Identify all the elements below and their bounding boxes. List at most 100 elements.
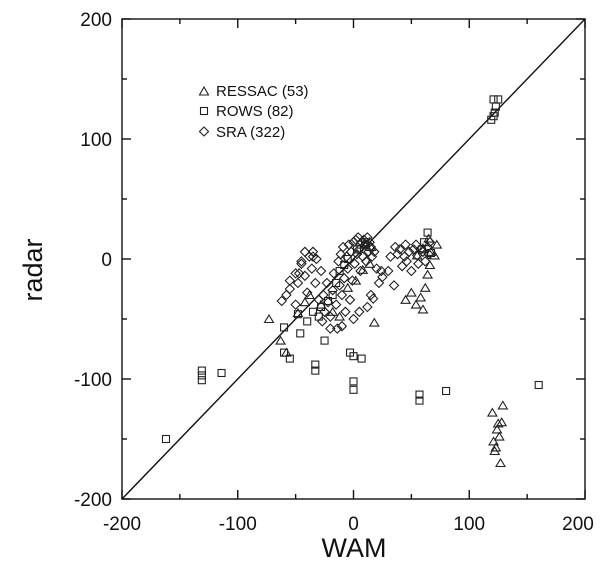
y-axis-title: radar	[18, 238, 48, 301]
data-point-triangle	[422, 269, 434, 279]
data-point-square	[494, 95, 503, 104]
y-tick-label-2: 0	[101, 250, 112, 271]
data-point-square	[217, 368, 226, 378]
x-tick-label-0: -200	[103, 514, 141, 535]
data-point-diamond	[350, 234, 362, 246]
data-point-diamond	[334, 280, 345, 291]
data-point-triangle	[364, 258, 376, 268]
data-point-triangle	[411, 250, 423, 260]
data-point-square	[161, 434, 171, 444]
y-tick-label-3: 100	[80, 130, 112, 151]
data-point-diamond	[319, 306, 330, 318]
data-point-triangle	[410, 299, 422, 309]
data-point-triangle	[497, 400, 509, 410]
y-tick-label-4: 200	[80, 10, 112, 31]
data-point-diamond	[299, 270, 311, 282]
data-point-diamond	[360, 256, 372, 267]
data-point-triangle	[292, 307, 304, 318]
data-point-diamond	[423, 248, 435, 260]
y-tick-label-1: -100	[74, 370, 112, 391]
data-point-diamond	[322, 296, 334, 308]
data-point-diamond	[293, 268, 305, 279]
data-point-diamond	[340, 306, 351, 318]
data-point-triangle	[493, 431, 505, 441]
x-tick-label-1: -100	[219, 514, 257, 535]
data-point-triangle	[425, 246, 437, 256]
data-point-triangle	[424, 259, 436, 270]
data-point-square	[415, 390, 424, 399]
data-point-triangle	[492, 418, 504, 428]
data-point-square	[332, 278, 341, 288]
data-point-square	[197, 371, 206, 380]
x-axis-title: WAM	[322, 533, 387, 563]
data-point-diamond	[394, 244, 406, 255]
data-point-square	[311, 366, 320, 375]
legend-square-icon	[199, 106, 209, 116]
data-point-diamond	[362, 232, 373, 243]
legend: RESSAC (53) ROWS (82) SRA (322)	[198, 83, 309, 141]
data-point-diamond	[349, 258, 360, 270]
data-point-square	[534, 380, 543, 390]
y-tick-label-0: -200	[74, 490, 112, 511]
data-point-diamond	[332, 323, 343, 334]
data-point-diamond	[373, 277, 385, 289]
data-point-diamond	[358, 234, 370, 246]
data-point-triangle	[417, 304, 429, 314]
data-point-square	[320, 336, 329, 345]
data-point-diamond	[325, 311, 336, 322]
data-point-diamond	[337, 241, 349, 253]
data-point-diamond	[388, 280, 400, 291]
legend-diamond-icon	[198, 126, 210, 137]
data-point-square	[349, 385, 358, 394]
data-point-triangle	[299, 297, 311, 307]
data-point-square	[197, 366, 206, 375]
data-point-triangle	[488, 436, 500, 446]
data-point-diamond	[327, 284, 338, 296]
data-point-diamond	[307, 246, 319, 258]
data-point-diamond	[338, 272, 350, 284]
data-point-diamond	[382, 265, 394, 277]
data-point-square	[296, 329, 305, 338]
identity-line	[121, 18, 586, 500]
data-point-diamond	[401, 256, 413, 267]
data-point-diamond	[364, 236, 375, 248]
data-point-diamond	[328, 268, 340, 279]
data-point-triangle	[490, 442, 502, 452]
data-point-diamond	[424, 236, 436, 248]
data-point-diamond	[348, 313, 359, 325]
data-point-diamond	[396, 260, 408, 272]
data-point-diamond	[316, 316, 328, 327]
legend-label-sra: SRA (322)	[216, 124, 285, 141]
data-point-diamond	[347, 275, 358, 286]
data-point-triangle	[486, 407, 498, 417]
data-point-diamond	[290, 299, 301, 310]
data-point-diamond	[354, 306, 365, 318]
data-point-triangle	[496, 417, 508, 427]
data-point-diamond	[419, 256, 431, 267]
data-point-square	[415, 396, 424, 405]
data-point-square	[197, 376, 206, 385]
data-point-square	[357, 354, 366, 363]
data-point-diamond	[406, 265, 417, 277]
data-point-diamond	[335, 248, 347, 260]
data-point-diamond	[336, 289, 348, 301]
data-point-square	[285, 354, 294, 363]
x-tick-label-2: 0	[348, 514, 359, 535]
legend-label-ressac: RESSAC (53)	[216, 83, 309, 100]
data-point-diamond	[345, 246, 357, 258]
data-point-triangle	[350, 275, 362, 285]
data-point-diamond	[362, 301, 373, 313]
data-point-diamond	[284, 283, 296, 295]
data-point-diamond	[321, 277, 333, 289]
data-point-diamond	[296, 256, 307, 267]
data-point-diamond	[369, 246, 380, 258]
axis-ticks	[121, 18, 586, 500]
data-point-triangle	[263, 313, 275, 324]
data-point-triangle	[334, 311, 346, 321]
data-point-triangle	[415, 292, 427, 302]
data-point-square	[328, 290, 337, 300]
data-point-diamond	[310, 277, 321, 289]
x-tick-label-4: 200	[562, 514, 594, 535]
data-point-diamond	[342, 263, 353, 274]
